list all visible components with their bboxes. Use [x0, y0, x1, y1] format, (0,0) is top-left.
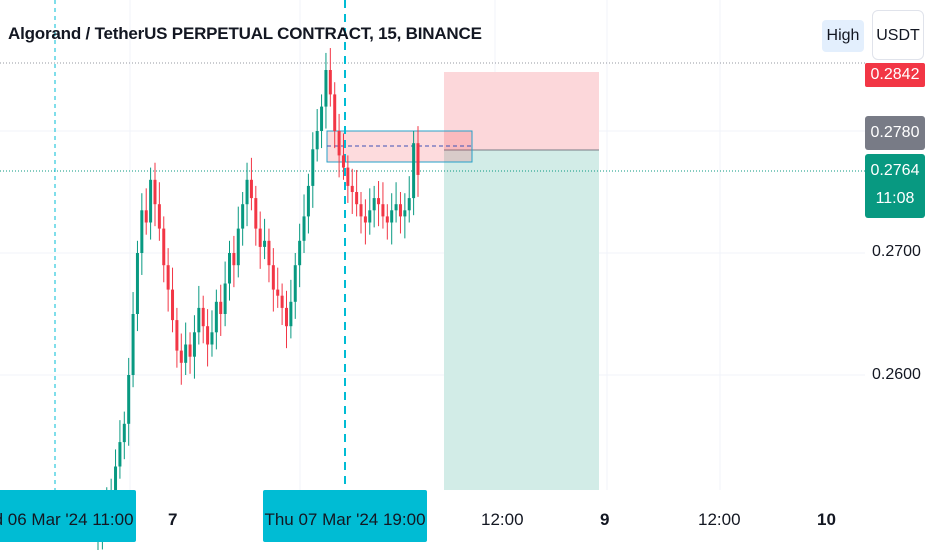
candle-body: [363, 216, 367, 223]
candle-body: [320, 106, 324, 131]
candle-body: [175, 320, 179, 351]
candle-body: [157, 204, 161, 229]
y-tick-label: 0.2700: [872, 243, 921, 260]
last-price-tag: 0.2764 11:08: [865, 154, 925, 218]
high-button[interactable]: High: [822, 20, 864, 52]
candle-body: [236, 228, 240, 266]
candle-body: [381, 204, 385, 217]
candle-body: [192, 332, 196, 357]
candle-body: [162, 228, 166, 266]
candle-body: [372, 198, 376, 211]
candle-body: [258, 228, 262, 247]
candle-body: [166, 265, 170, 290]
candle-body: [412, 143, 416, 199]
candle-body: [280, 295, 284, 308]
candle-body: [254, 198, 258, 229]
mark-price-tag: 0.2780: [865, 116, 925, 150]
candle-body: [407, 198, 411, 211]
candle-body: [210, 332, 214, 345]
candle-body: [184, 344, 188, 363]
candle-body: [232, 253, 236, 266]
x-tick-label: 7: [168, 510, 178, 529]
candle-body: [306, 185, 310, 217]
candle-body: [333, 94, 337, 131]
candle-body: [223, 283, 227, 314]
candle-body: [315, 131, 319, 150]
candle-body: [131, 314, 135, 375]
candle-body: [219, 301, 223, 314]
candle-body: [144, 210, 148, 223]
candle-body: [201, 307, 205, 327]
candle-body: [197, 307, 201, 333]
candle-body: [179, 350, 183, 363]
candle-body: [368, 210, 372, 223]
top-partial-price-tag: 0.2842: [865, 63, 925, 87]
candle-body: [302, 216, 306, 241]
candle-body: [122, 423, 126, 443]
candle-body: [311, 149, 315, 186]
candle-body: [206, 326, 210, 345]
candle-body: [241, 204, 245, 229]
candle-body: [341, 155, 345, 168]
candle-body: [245, 179, 249, 205]
x-crosshair-badge-main: Thu 07 Mar '24 19:00: [263, 490, 427, 542]
candle-body: [135, 253, 139, 314]
candle-body: [289, 301, 293, 327]
candle-body: [403, 210, 407, 217]
candle-body: [249, 179, 253, 199]
candle-body: [271, 265, 275, 290]
stop-loss-zone[interactable]: [444, 72, 599, 150]
candle-body: [153, 179, 157, 205]
x-tick-label: 12:00: [698, 510, 741, 529]
candle-body: [228, 253, 232, 284]
candle-body: [127, 375, 131, 424]
candle-body: [377, 198, 381, 205]
currency-button[interactable]: USDT: [872, 10, 924, 60]
candle-body: [214, 301, 218, 333]
candle-body: [390, 210, 394, 223]
chart-title: Algorand / TetherUS PERPETUAL CONTRACT, …: [8, 24, 482, 43]
candle-body: [328, 70, 332, 95]
candle-body: [267, 240, 271, 266]
candles-group: [96, 48, 420, 550]
candle-body: [350, 185, 354, 192]
x-tick-label: 12:00: [481, 510, 524, 529]
candle-body: [355, 192, 359, 205]
candle-body: [114, 466, 118, 491]
candle-body: [324, 70, 328, 107]
candle-body: [416, 143, 420, 175]
candle-body: [171, 289, 175, 321]
candle-body: [346, 167, 350, 186]
candle-body: [263, 240, 267, 247]
x-crosshair-badge-left: Wed 06 Mar '24 11:00: [0, 490, 136, 542]
x-tick-label: 10: [817, 510, 836, 529]
take-profit-zone[interactable]: [444, 150, 599, 490]
candle-body: [398, 204, 402, 217]
candle-body: [276, 289, 280, 296]
candle-body: [359, 204, 363, 217]
last-price-value: 0.2764: [870, 162, 920, 179]
y-tick-label: 0.2600: [872, 366, 921, 383]
candle-body: [293, 265, 297, 302]
candle-body: [140, 210, 144, 253]
candle-body: [149, 179, 153, 223]
candle-body: [284, 307, 288, 327]
candle-body: [188, 344, 192, 357]
candle-body: [337, 131, 341, 156]
candle-body: [385, 216, 389, 223]
candle-body: [394, 204, 398, 211]
x-tick-label: 9: [600, 510, 610, 529]
candle-body: [118, 442, 122, 467]
candle-countdown: 11:08: [875, 190, 915, 207]
candle-body: [298, 240, 302, 266]
